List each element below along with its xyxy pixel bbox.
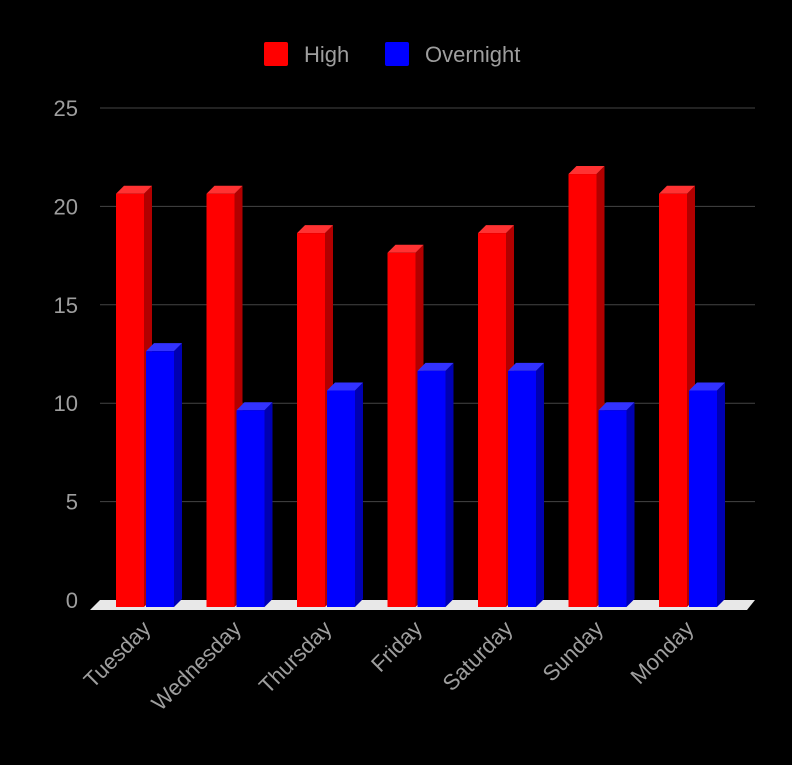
- legend-label: Overnight: [425, 42, 520, 67]
- bar-overnight-sunday: [598, 402, 635, 607]
- bar-side: [717, 382, 725, 607]
- bar-top: [236, 402, 273, 411]
- bar-top: [327, 382, 363, 391]
- x-tick-label: Friday: [366, 616, 427, 677]
- bar-top: [116, 185, 152, 194]
- bar-front: [417, 370, 446, 607]
- bar-front: [659, 193, 687, 607]
- bar-front: [236, 410, 265, 607]
- bar-overnight-wednesday: [236, 402, 273, 607]
- bar-overnight-saturday: [508, 362, 544, 607]
- bar-top: [146, 343, 182, 352]
- y-tick-label: 25: [54, 96, 78, 121]
- bar-front: [598, 410, 627, 607]
- bar-top: [206, 185, 243, 194]
- bar-front: [689, 390, 717, 607]
- bar-front: [327, 390, 355, 607]
- x-tick-label: Monday: [626, 616, 699, 689]
- x-tick-label: Saturday: [438, 616, 518, 696]
- bar-overnight-friday: [417, 362, 454, 607]
- bar-side: [264, 402, 273, 607]
- bar-side: [536, 362, 544, 607]
- bar-top: [598, 402, 635, 411]
- y-tick-label: 5: [66, 490, 78, 515]
- bar-side: [626, 402, 635, 607]
- bar-front: [478, 233, 506, 607]
- bar-front: [568, 174, 597, 608]
- bar-front: [297, 233, 325, 607]
- legend-item-overnight: Overnight: [385, 42, 520, 67]
- bar-top: [689, 382, 725, 391]
- y-tick-label: 15: [54, 293, 78, 318]
- bar-side: [445, 362, 454, 607]
- bar-top: [568, 166, 605, 175]
- bar-top: [659, 185, 695, 194]
- bar-front: [206, 193, 235, 607]
- x-tick-label: Tuesday: [79, 616, 156, 693]
- bar-front: [387, 252, 416, 607]
- bar-front: [146, 351, 174, 607]
- legend-swatch: [264, 42, 288, 66]
- bar-top: [478, 225, 514, 234]
- bar-high-tuesday: [116, 185, 152, 607]
- bar-overnight-thursday: [327, 382, 363, 607]
- bar-front: [116, 193, 144, 607]
- legend-label: High: [304, 42, 349, 67]
- y-tick-label: 20: [54, 194, 78, 219]
- legend-item-high: High: [264, 42, 349, 67]
- bar-overnight-tuesday: [146, 343, 182, 607]
- x-tick-label: Wednesday: [146, 616, 246, 716]
- y-tick-label: 0: [66, 588, 78, 613]
- bar-front: [508, 370, 536, 607]
- y-tick-label: 10: [54, 391, 78, 416]
- legend-swatch: [385, 42, 409, 66]
- x-tick-label: Sunday: [538, 616, 608, 686]
- bar-side: [355, 382, 363, 607]
- x-tick-label: Thursday: [254, 616, 337, 699]
- bar-top: [297, 225, 333, 234]
- bar-top: [417, 362, 454, 371]
- bar-overnight-monday: [689, 382, 725, 607]
- bar-side: [174, 343, 182, 607]
- bar-top: [387, 244, 424, 253]
- bar-top: [508, 362, 544, 371]
